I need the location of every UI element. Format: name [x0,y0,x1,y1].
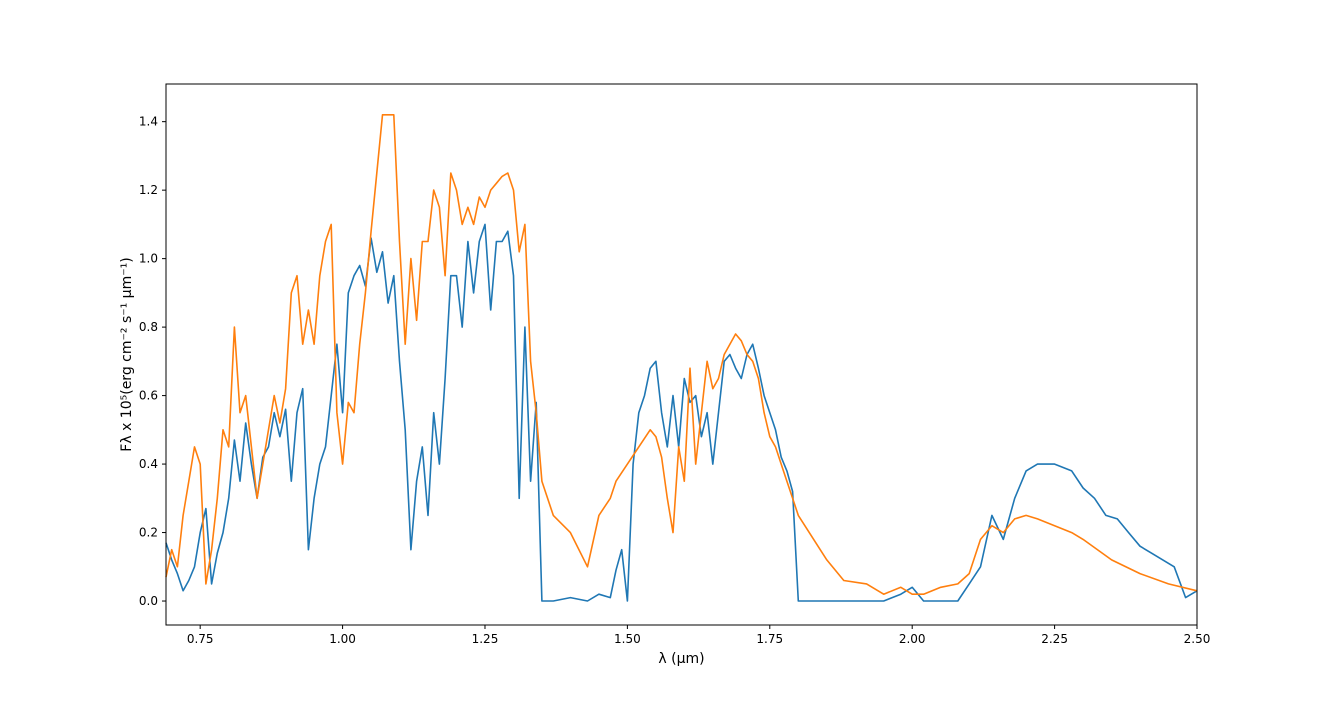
x-tick-label: 1.25 [472,632,499,646]
y-tick-label: 0.8 [139,320,158,334]
y-tick-label: 0.2 [139,526,158,540]
y-tick-label: 1.2 [139,183,158,197]
series-line-1 [165,114,1198,596]
x-tick-label: 2.50 [1184,632,1211,646]
y-tick-label: 0.4 [139,457,158,471]
y-tick-label: 0.6 [139,389,158,403]
y-axis-label: Fλ x 10⁵(erg cm⁻² s⁻¹ μm⁻¹) [119,257,135,451]
y-tick-label: 1.4 [139,115,158,129]
y-tick-label: 0.0 [139,594,158,608]
plot-frame [165,83,1198,626]
x-axis-ticks: 0.75 1.00 1.25 1.50 1.75 2.00 2.25 2.50 [187,625,1211,646]
x-tick-label: 0.75 [187,632,214,646]
x-tick-label: 2.00 [899,632,926,646]
x-tick-label: 1.75 [756,632,783,646]
x-axis-label: λ (μm) [658,651,704,667]
y-tick-label: 1.0 [139,252,158,266]
x-tick-label: 2.25 [1041,632,1068,646]
series-line-0 [165,223,1198,602]
x-tick-label: 1.50 [614,632,641,646]
x-tick-label: 1.00 [329,632,356,646]
plot-lines [165,114,1198,602]
y-axis-ticks: 0.0 0.2 0.4 0.6 0.8 1.0 1.2 1.4 [139,115,166,608]
